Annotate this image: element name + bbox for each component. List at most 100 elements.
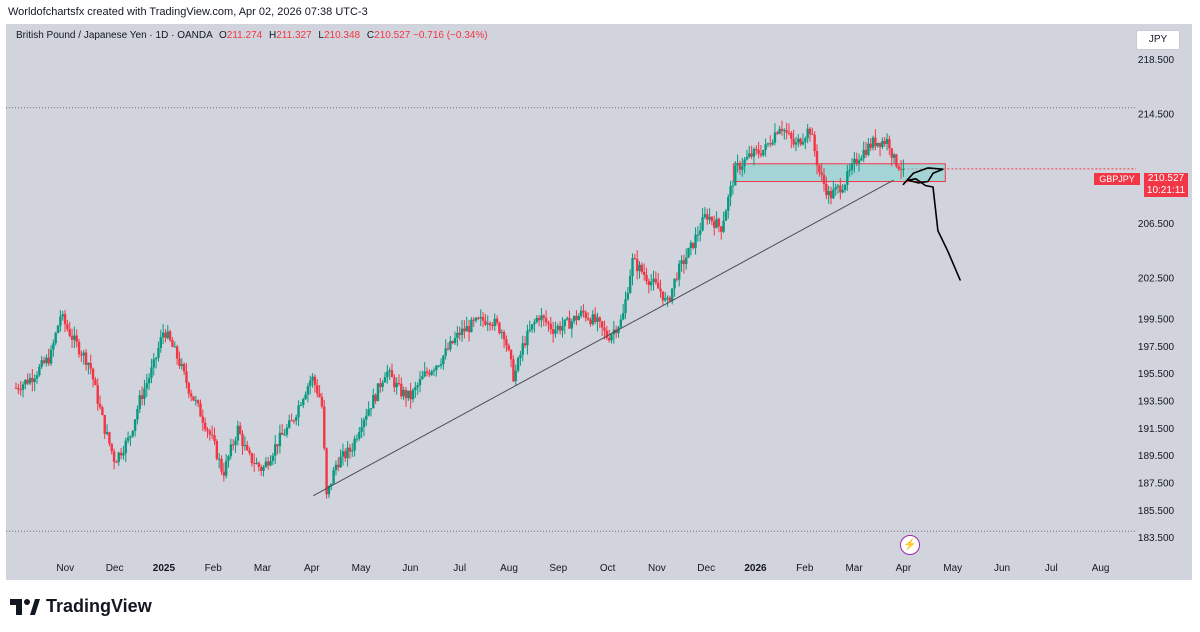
candle-body [40,360,43,367]
open-value: 211.274 [226,30,263,41]
candle-body [533,322,536,325]
candle-body [678,263,681,280]
candle-body [168,331,172,341]
candle-body [369,408,373,410]
x-tick-label: Feb [796,563,814,574]
candle-body [220,458,223,472]
candle-body [147,377,151,384]
x-tick-label: Jul [453,563,466,574]
candle-body [243,445,247,447]
candle-body [208,430,212,435]
candle-body [124,440,127,454]
candle-body [182,364,186,372]
candle-body [633,258,637,260]
candle-body [528,329,531,331]
y-tick-label: 206.500 [1138,219,1175,230]
candle-body [313,376,317,386]
price-value: 210.527 [1147,173,1185,184]
candle-body [696,234,700,236]
candle-body [365,415,368,420]
candle-body [491,325,494,327]
candle-body [213,435,216,442]
candle-body [38,366,41,376]
candle-body [386,371,389,377]
open-label: O [219,30,227,41]
candle-body [348,447,352,452]
candle-body [418,379,422,386]
y-tick-label: 197.500 [1138,342,1175,353]
candle-body [762,149,765,156]
candle-body [206,429,209,431]
lightning-icon[interactable]: ⚡ [900,535,920,555]
candle-body [425,371,429,373]
candle-body [521,343,524,355]
candle-body [267,461,270,466]
candle-body [680,260,683,264]
candle-body [736,163,739,166]
candle-body [619,319,623,328]
currency-button[interactable]: JPY [1136,30,1180,50]
candle-body [846,171,849,185]
candle-body [895,154,898,167]
candle-body [26,379,29,384]
candle-body [778,128,781,134]
candle-body [157,348,160,358]
candle-body [752,149,756,157]
y-tick-label: 195.500 [1138,369,1175,380]
candle-body [542,315,545,318]
y-tick-label: 189.500 [1138,451,1175,462]
candle-body [70,335,74,340]
candle-body [117,452,120,462]
candle-body [649,282,653,286]
resistance-zone [732,163,946,183]
candle-body [416,385,419,388]
candle-body [101,407,104,416]
candle-body [442,355,445,365]
candle-body [589,319,592,325]
y-tick-label: 199.500 [1138,315,1175,326]
candle-body [484,320,487,325]
candle-body [119,452,123,456]
candle-body [743,159,746,167]
candle-body [472,319,475,321]
candle-body [664,298,667,301]
candle-body [264,461,268,467]
price-chart[interactable]: 218.500 214.500 206.500 202.500 199.500 197.5… [6,24,1192,580]
candle-body [154,357,158,360]
candle-body [56,325,60,333]
chart-area[interactable]: 218.500 214.500 206.500 202.500 199.500 197.5… [6,24,1192,580]
candle-body [430,371,433,375]
candle-body [166,331,169,338]
candle-body [435,365,438,371]
candle-body [892,154,896,158]
candle-body [804,138,807,142]
ohlc-legend: British Pound / Japanese Yen · 1D · OAND… [16,30,488,41]
candle-body [692,242,695,248]
candle-body [227,456,230,461]
candle-body [288,420,291,428]
high-label: H [268,30,277,41]
candle-body [17,387,20,390]
candle-body [164,332,167,338]
x-tick-label: Dec [106,563,124,574]
candle-body [250,453,254,464]
candle-body [159,337,162,349]
x-tick-label: Oct [600,563,616,574]
candle-body [790,133,793,139]
candle-body [853,158,856,164]
candle-body [390,370,394,378]
candle-body [509,349,513,360]
candle-body [565,318,569,320]
candle-body [241,433,244,447]
x-tick-label: 2026 [744,563,767,574]
candle-body [467,326,471,333]
candle-body [794,142,798,145]
candle-body [479,317,482,319]
candle-body [306,386,310,395]
candle-body [878,142,882,148]
candle-body [108,432,111,444]
candle-body [715,218,718,228]
footer-brand: TradingView [10,596,152,617]
candle-body [126,437,130,441]
candle-body [103,415,106,434]
